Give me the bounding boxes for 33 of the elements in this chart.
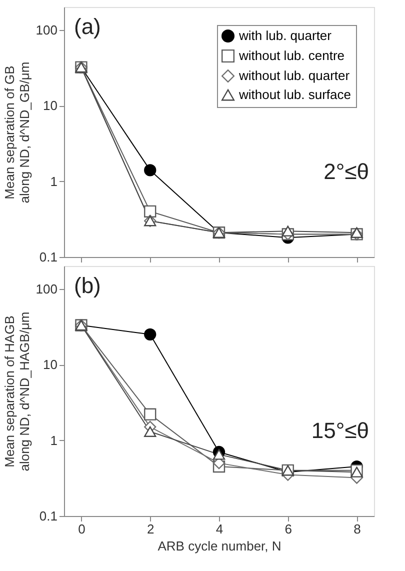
- point: [282, 226, 294, 236]
- y-tick-label: 100: [36, 22, 58, 38]
- y-tick-label: 10: [43, 98, 58, 114]
- legend-label: with lub. quarter: [238, 28, 332, 43]
- y-tick-label: 10: [43, 357, 58, 372]
- y-tick-label: 0.1: [39, 508, 58, 524]
- point: [350, 227, 363, 238]
- y-tick-label: 1: [50, 174, 58, 189]
- annotation: (b): [74, 273, 101, 298]
- x-tick-label: 0: [78, 522, 86, 536]
- annotation: 15°≤θ: [311, 418, 369, 443]
- x-tick-label: 2: [146, 522, 154, 536]
- legend-label: without lub. surface: [238, 87, 352, 102]
- point: [144, 164, 156, 176]
- point: [144, 205, 156, 218]
- y-tick-label: 1: [50, 432, 58, 448]
- point: [212, 449, 226, 460]
- point: [350, 466, 363, 478]
- point: [144, 426, 156, 437]
- x-tick-label: 8: [354, 522, 361, 536]
- annotation: (a): [74, 14, 101, 39]
- legend-label: without lub. centre: [238, 48, 345, 63]
- x-axis-title: ARB cycle number, N: [158, 538, 282, 554]
- legend-label: without lub. quarter: [238, 68, 350, 83]
- y-tick-label: 100: [36, 281, 58, 296]
- y-axis-title: Mean separation of GB along ND, d^ND_GB/μm: [2, 62, 32, 204]
- point: [144, 408, 156, 420]
- point: [144, 328, 156, 340]
- x-tick-label: 4: [216, 522, 224, 536]
- annotation: 2°≤θ: [324, 159, 369, 184]
- y-tick-label: 0.1: [39, 250, 58, 264]
- y-axis-title: Mean separation of HAGB along ND, d^ND_HAGB/μm: [2, 312, 32, 472]
- x-tick-label: 6: [284, 522, 292, 536]
